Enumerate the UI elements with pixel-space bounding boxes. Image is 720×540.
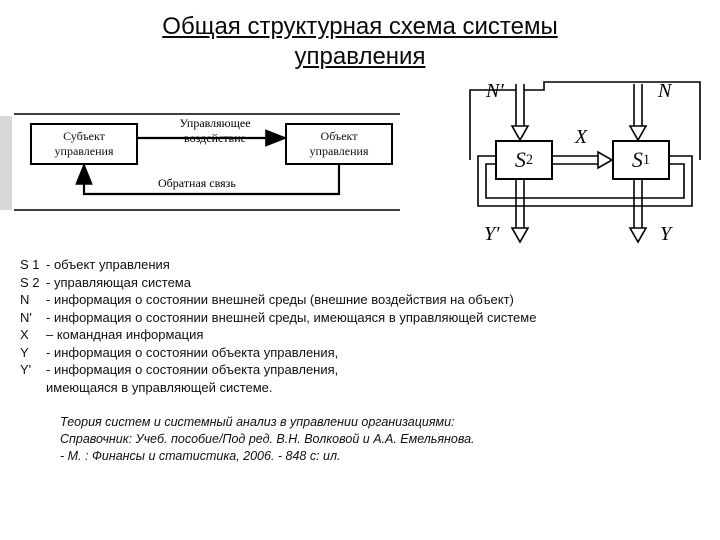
label-X: X (575, 126, 587, 149)
s1-box: S1 (612, 140, 670, 180)
label-Y: Y (660, 223, 671, 246)
legend-row: S 2- управляющая система (20, 274, 700, 292)
s1-label: S (632, 147, 643, 173)
legend-row: Y- информация о состоянии объекта управл… (20, 344, 700, 362)
object-box: Объект управления (285, 123, 393, 165)
subject-box: Субъект управления (30, 123, 138, 165)
action-label: Управляющее воздействие (150, 116, 280, 146)
label-N: N (658, 80, 671, 103)
diagram: Субъект управления Объект управления Упр… (0, 78, 720, 248)
legend-row: N'- информация о состоянии внешней среды… (20, 309, 700, 327)
feedback-label: Обратная связь (158, 176, 236, 191)
s1-sup: 1 (643, 152, 650, 169)
label-Y-prime: Y′ (484, 223, 500, 246)
s2-label: S (515, 147, 526, 173)
cite-l3: - М. : Финансы и статистика, 2006. - 848… (60, 448, 700, 465)
legend: S 1- объект управления S 2- управляющая … (0, 248, 720, 400)
cite-l1: Теория систем и системный анализ в управ… (60, 414, 700, 431)
title-line-2: управления (295, 43, 426, 70)
legend-row: имеющаяся в управляющей системе. (20, 379, 700, 397)
legend-row: S 1- объект управления (20, 256, 700, 274)
citation: Теория систем и системный анализ в управ… (0, 400, 720, 465)
legend-row: N- информация о состоянии внешней среды … (20, 291, 700, 309)
legend-row: Y'- информация о состоянии объекта управ… (20, 361, 700, 379)
s2-sup: 2 (526, 152, 533, 169)
cite-l2: Справочник: Учеб. пособие/Под ред. В.Н. … (60, 431, 700, 448)
label-N-prime: N′ (486, 80, 504, 103)
page-title: Общая структурная схема системы управлен… (0, 0, 720, 72)
legend-row: X– командная информация (20, 326, 700, 344)
title-line-1: Общая структурная схема системы (162, 13, 557, 40)
s2-box: S2 (495, 140, 553, 180)
